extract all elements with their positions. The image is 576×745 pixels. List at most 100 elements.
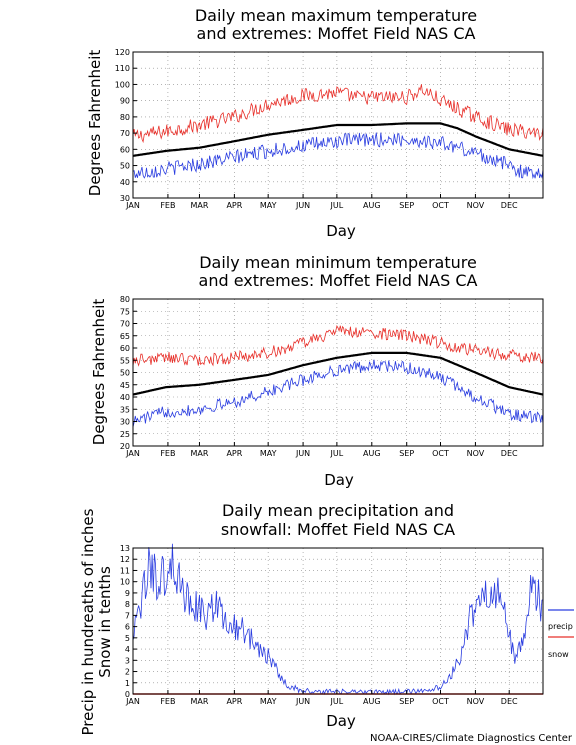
x-tick-label: JUL bbox=[330, 697, 344, 706]
y-tick-label: 30 bbox=[120, 418, 130, 427]
y-tick-label: 0 bbox=[125, 690, 130, 699]
y-tick-label: 80 bbox=[120, 113, 130, 122]
x-tick-label: JAN bbox=[125, 697, 140, 706]
x-tick-label: FEB bbox=[160, 449, 175, 458]
x-tick-label: SEP bbox=[399, 449, 414, 458]
y-tick-label: 6 bbox=[125, 623, 130, 632]
series-line-0 bbox=[132, 84, 544, 144]
x-tick-label: AUG bbox=[363, 449, 381, 458]
y-tick-label: 45 bbox=[120, 381, 130, 390]
x-axis-label: Day bbox=[324, 471, 354, 489]
y-tick-label: 90 bbox=[120, 97, 130, 106]
y-tick-label: 70 bbox=[120, 320, 130, 329]
y-axis-label: Degrees Fahrenheit bbox=[86, 50, 104, 197]
x-tick-label: APR bbox=[226, 201, 242, 210]
legend-label-snow: snow bbox=[548, 650, 569, 659]
x-tick-label: NOV bbox=[467, 697, 485, 706]
x-axis-label: Day bbox=[326, 712, 356, 730]
chart-title-line-2: and extremes: Moffet Field NAS CA bbox=[197, 24, 476, 43]
x-tick-label: JAN bbox=[125, 449, 140, 458]
y-tick-label: 80 bbox=[120, 295, 130, 304]
y-tick-label: 60 bbox=[120, 145, 130, 154]
x-tick-label: SEP bbox=[399, 697, 414, 706]
y-tick-label: 12 bbox=[120, 555, 130, 564]
y-axis-label-line-2: Snow in tenths bbox=[96, 566, 114, 678]
x-tick-label: JUL bbox=[330, 449, 344, 458]
y-tick-label: 4 bbox=[125, 645, 130, 654]
series-line-2 bbox=[132, 132, 544, 180]
chart-title-line-2: snowfall: Moffet Field NAS CA bbox=[221, 520, 455, 539]
y-tick-label: 50 bbox=[120, 162, 130, 171]
x-tick-label: MAY bbox=[260, 449, 277, 458]
chart-title-line-1: Daily mean minimum temperature bbox=[199, 253, 477, 272]
x-tick-label: DEC bbox=[501, 449, 518, 458]
series-line-1 bbox=[132, 351, 544, 396]
y-tick-label: 11 bbox=[120, 566, 130, 575]
chart-title-line-1: Daily mean maximum temperature bbox=[195, 6, 477, 25]
y-tick-label: 3 bbox=[125, 656, 130, 665]
x-tick-label: AUG bbox=[363, 201, 381, 210]
y-axis-label: Degrees Fahrenheit bbox=[90, 299, 108, 446]
y-tick-label: 10 bbox=[120, 578, 130, 587]
x-tick-label: MAY bbox=[260, 697, 277, 706]
y-tick-label: 8 bbox=[125, 600, 130, 609]
y-tick-label: 7 bbox=[125, 611, 130, 620]
y-tick-label: 40 bbox=[120, 393, 130, 402]
x-tick-label: DEC bbox=[501, 201, 518, 210]
y-tick-label: 60 bbox=[120, 344, 130, 353]
credit-text: NOAA-CIRES/Climate Diagnostics Center bbox=[370, 733, 573, 744]
x-tick-label: APR bbox=[226, 697, 242, 706]
y-tick-label: 20 bbox=[120, 442, 130, 451]
x-tick-label: MAY bbox=[260, 201, 277, 210]
min-temperature-chart: Daily mean minimum temperature and extre… bbox=[90, 253, 544, 489]
y-tick-label: 1 bbox=[125, 679, 130, 688]
x-tick-label: JUN bbox=[295, 697, 310, 706]
series-line-1 bbox=[132, 122, 544, 157]
series-line-2 bbox=[132, 359, 544, 428]
y-tick-label: 65 bbox=[120, 332, 130, 341]
y-tick-label: 13 bbox=[120, 544, 130, 553]
y-tick-label: 120 bbox=[115, 48, 130, 57]
y-tick-label: 35 bbox=[120, 405, 130, 414]
y-tick-label: 40 bbox=[120, 178, 130, 187]
x-tick-label: JUN bbox=[295, 449, 310, 458]
grid bbox=[133, 548, 543, 694]
y-axis-label-line-1: Precip in hundreaths of inches bbox=[79, 508, 97, 735]
chart-title-line-1: Daily mean precipitation and bbox=[222, 501, 454, 520]
max-temperature-chart: Daily mean maximum temperature and extre… bbox=[86, 6, 544, 240]
x-tick-label: MAR bbox=[190, 449, 208, 458]
y-tick-label: 2 bbox=[125, 668, 130, 677]
x-tick-label: FEB bbox=[160, 201, 175, 210]
y-tick-label: 50 bbox=[120, 369, 130, 378]
y-tick-label: 75 bbox=[120, 307, 130, 316]
x-tick-label: NOV bbox=[467, 201, 485, 210]
x-tick-label: MAR bbox=[190, 201, 208, 210]
y-tick-label: 9 bbox=[125, 589, 130, 598]
y-tick-label: 55 bbox=[120, 356, 130, 365]
grid bbox=[133, 52, 543, 198]
x-tick-label: JUL bbox=[330, 201, 344, 210]
y-tick-label: 100 bbox=[115, 80, 130, 89]
legend-label-precip: precip bbox=[548, 622, 573, 631]
y-tick-label: 110 bbox=[115, 64, 130, 73]
y-tick-label: 70 bbox=[120, 129, 130, 138]
x-tick-label: OCT bbox=[432, 449, 449, 458]
precipitation-chart: Daily mean precipitation and snowfall: M… bbox=[79, 501, 574, 735]
y-tick-label: 30 bbox=[120, 194, 130, 203]
x-tick-label: JAN bbox=[125, 201, 140, 210]
x-tick-label: OCT bbox=[432, 201, 449, 210]
plot-frame bbox=[132, 51, 544, 199]
x-tick-label: MAR bbox=[190, 697, 208, 706]
x-tick-label: DEC bbox=[501, 697, 518, 706]
x-tick-label: NOV bbox=[467, 449, 485, 458]
x-tick-label: JUN bbox=[295, 201, 310, 210]
x-tick-label: SEP bbox=[399, 201, 414, 210]
x-axis-label: Day bbox=[326, 222, 356, 240]
chart-title-line-2: and extremes: Moffet Field NAS CA bbox=[199, 271, 478, 290]
series-line-0 bbox=[132, 543, 544, 696]
x-tick-label: OCT bbox=[432, 697, 449, 706]
y-tick-label: 25 bbox=[120, 430, 130, 439]
y-tick-label: 5 bbox=[125, 634, 130, 643]
plot-frame bbox=[132, 547, 544, 695]
